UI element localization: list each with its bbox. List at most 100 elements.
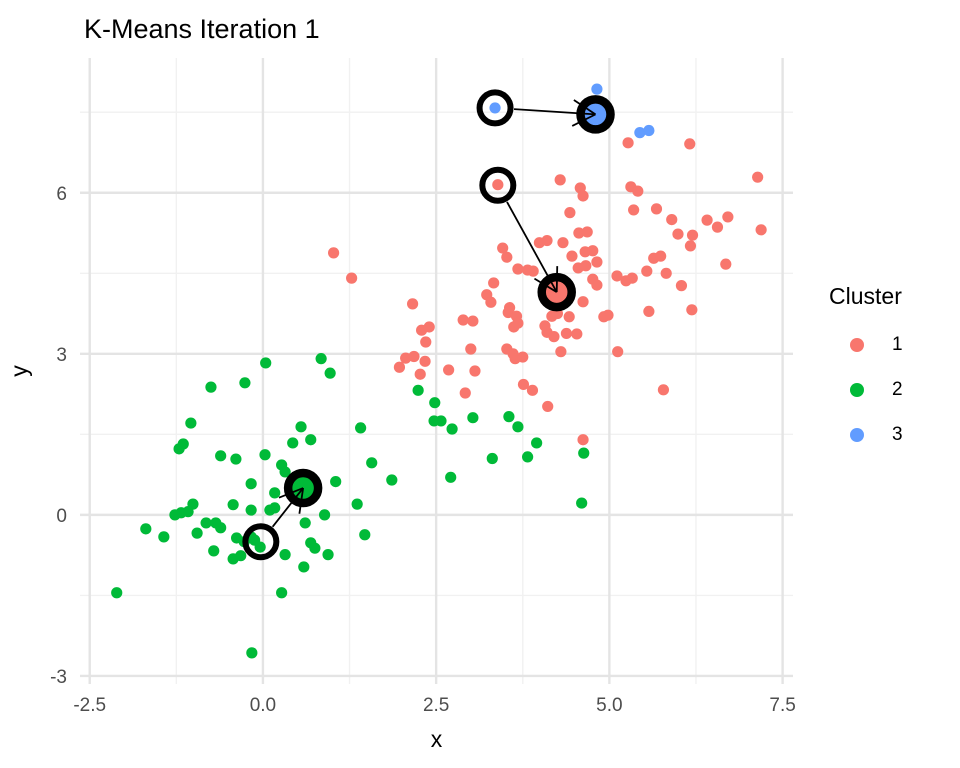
legend-title: Cluster bbox=[829, 283, 902, 309]
data-point-cluster-1 bbox=[501, 251, 513, 263]
data-point-cluster-3 bbox=[591, 83, 603, 95]
data-point-cluster-1 bbox=[393, 361, 406, 373]
data-point-cluster-1 bbox=[577, 434, 589, 446]
data-point-cluster-2 bbox=[185, 417, 197, 429]
data-point-cluster-1 bbox=[560, 327, 573, 340]
data-point-cluster-2 bbox=[435, 415, 447, 427]
data-point-cluster-2 bbox=[158, 531, 170, 543]
legend-label: 2 bbox=[892, 378, 903, 400]
y-tick-label: 0 bbox=[56, 506, 67, 527]
old-centroid-cluster-2 bbox=[242, 523, 280, 561]
data-point-cluster-1 bbox=[557, 237, 569, 249]
centroid-arrow-head bbox=[278, 487, 304, 499]
data-point-cluster-1 bbox=[612, 346, 624, 358]
data-point-cluster-1 bbox=[443, 364, 455, 376]
data-point-cluster-1 bbox=[701, 214, 713, 226]
data-point-cluster-2 bbox=[111, 587, 123, 599]
data-point-cluster-2 bbox=[215, 450, 227, 462]
data-point-cluster-2 bbox=[330, 475, 342, 488]
data-point-cluster-1 bbox=[423, 321, 435, 333]
data-point-cluster-2 bbox=[305, 434, 317, 446]
cluster-2-dot-icon bbox=[850, 382, 864, 397]
data-point-cluster-1 bbox=[684, 138, 696, 150]
data-point-cluster-2 bbox=[503, 411, 515, 423]
data-point-cluster-3 bbox=[489, 102, 501, 114]
data-point-cluster-2 bbox=[366, 457, 378, 469]
data-point-cluster-1 bbox=[573, 227, 585, 239]
data-point-cluster-1 bbox=[641, 265, 653, 277]
centroid-arrow-head bbox=[298, 487, 305, 514]
data-point-cluster-1 bbox=[512, 317, 524, 329]
legend: Cluster 1 2 3 bbox=[829, 283, 903, 457]
data-point-cluster-2 bbox=[245, 504, 257, 516]
data-point-cluster-2 bbox=[239, 377, 251, 389]
legend-label: 3 bbox=[892, 423, 903, 445]
centroid-arrow-head bbox=[573, 99, 597, 116]
data-point-cluster-2 bbox=[295, 421, 307, 433]
data-point-cluster-2 bbox=[215, 522, 227, 534]
data-point-cluster-2 bbox=[412, 384, 424, 396]
legend-item-cluster-2: 2 bbox=[829, 367, 903, 412]
data-point-cluster-2 bbox=[531, 437, 543, 449]
data-point-cluster-2 bbox=[254, 541, 266, 553]
data-point-cluster-1 bbox=[684, 240, 697, 252]
data-point-cluster-2 bbox=[512, 421, 524, 433]
data-point-cluster-2 bbox=[279, 549, 291, 561]
data-point-cluster-2 bbox=[315, 353, 327, 365]
x-tick-label: 0.0 bbox=[250, 695, 276, 716]
data-point-cluster-1 bbox=[408, 350, 420, 363]
x-tick-label: 2.5 bbox=[423, 695, 449, 716]
data-point-cluster-2 bbox=[318, 509, 331, 521]
legend-item-cluster-1: 1 bbox=[829, 322, 903, 367]
data-point-cluster-2 bbox=[467, 412, 479, 424]
data-point-cluster-1 bbox=[328, 247, 340, 259]
data-point-cluster-1 bbox=[686, 229, 699, 241]
data-point-cluster-2 bbox=[200, 517, 212, 529]
data-point-cluster-2 bbox=[359, 529, 371, 541]
data-point-cluster-2 bbox=[446, 423, 458, 435]
data-point-cluster-1 bbox=[517, 351, 529, 363]
data-point-cluster-3 bbox=[643, 124, 655, 137]
data-point-cluster-1 bbox=[626, 272, 638, 284]
data-point-cluster-2 bbox=[578, 447, 590, 459]
centroid-arrow-head bbox=[555, 266, 559, 293]
data-point-cluster-1 bbox=[611, 270, 623, 282]
data-point-cluster-1 bbox=[459, 387, 471, 399]
data-point-cluster-2 bbox=[269, 502, 281, 514]
data-point-cluster-1 bbox=[591, 279, 603, 291]
data-point-cluster-2 bbox=[205, 381, 217, 393]
data-point-cluster-1 bbox=[657, 384, 670, 396]
data-point-cluster-1 bbox=[581, 226, 593, 238]
data-point-cluster-2 bbox=[322, 549, 334, 561]
data-point-cluster-1 bbox=[457, 314, 469, 326]
x-axis-title: x bbox=[431, 726, 443, 752]
data-point-cluster-2 bbox=[191, 527, 203, 539]
data-point-cluster-2 bbox=[227, 499, 239, 511]
data-point-cluster-2 bbox=[175, 507, 187, 519]
y-tick-label: 6 bbox=[56, 184, 67, 205]
data-point-cluster-2 bbox=[522, 451, 534, 463]
legend-label: 1 bbox=[892, 333, 903, 355]
data-point-cluster-1 bbox=[512, 263, 524, 275]
data-point-cluster-2 bbox=[140, 523, 152, 535]
data-point-cluster-2 bbox=[355, 422, 367, 434]
data-point-cluster-1 bbox=[755, 224, 767, 236]
chart-title: K-Means Iteration 1 bbox=[84, 14, 320, 44]
data-point-cluster-1 bbox=[542, 400, 554, 413]
data-point-cluster-1 bbox=[722, 211, 734, 223]
x-tick-label: 5.0 bbox=[596, 695, 622, 716]
data-point-cluster-1 bbox=[406, 298, 419, 310]
data-point-cluster-2 bbox=[299, 517, 311, 529]
data-point-cluster-2 bbox=[576, 497, 588, 509]
old-centroid-cluster-3 bbox=[476, 89, 514, 127]
data-point-cluster-1 bbox=[577, 296, 589, 308]
data-point-cluster-1 bbox=[548, 331, 560, 343]
data-point-cluster-1 bbox=[666, 214, 678, 226]
data-point-cluster-3 bbox=[634, 127, 646, 139]
data-point-cluster-1 bbox=[571, 328, 583, 340]
data-point-cluster-1 bbox=[628, 204, 640, 216]
data-point-cluster-1 bbox=[720, 258, 732, 270]
data-point-cluster-2 bbox=[208, 545, 220, 557]
